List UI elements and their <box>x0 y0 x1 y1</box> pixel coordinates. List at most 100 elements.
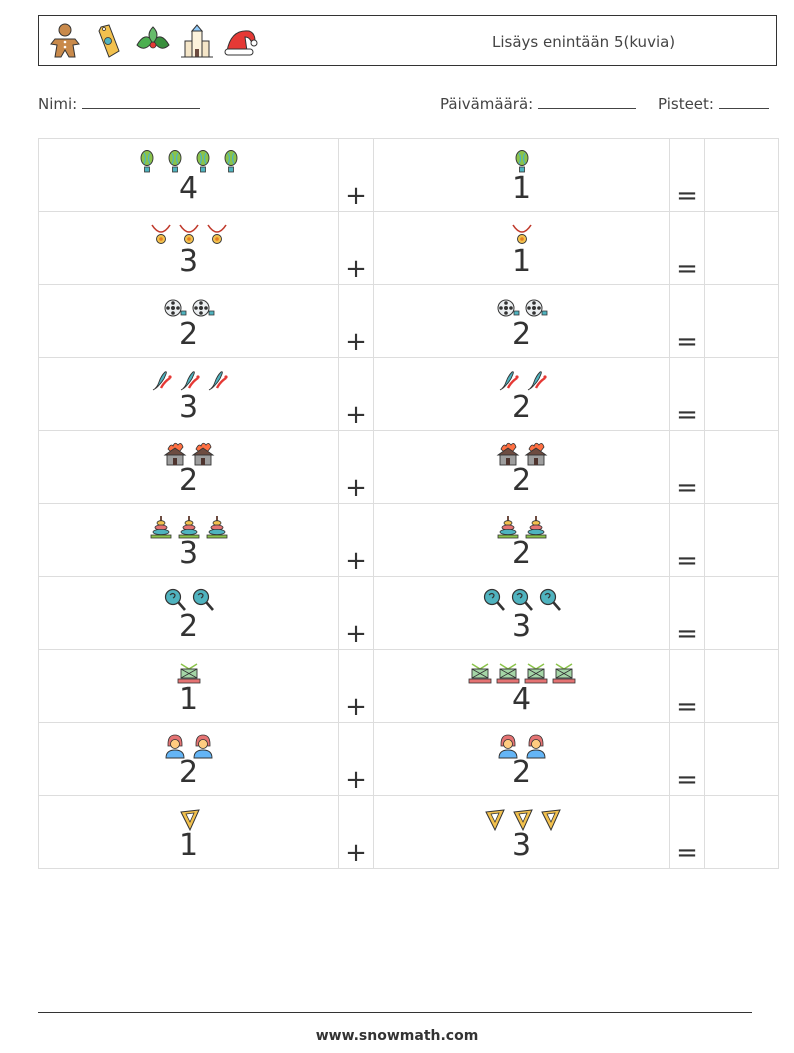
answer-cell[interactable] <box>704 649 779 723</box>
magnifier-icon <box>164 588 186 611</box>
ring-stack-icon <box>178 516 199 539</box>
balloon-icon <box>196 150 209 173</box>
holly-icon <box>136 26 170 49</box>
equals-sign: = <box>676 181 698 211</box>
left-term-cell: 2 <box>38 284 339 358</box>
equals-cell: = <box>669 284 705 358</box>
left-icon-group <box>39 295 338 321</box>
equals-cell: = <box>669 138 705 212</box>
answer-cell[interactable] <box>704 503 779 577</box>
magnifier-icon <box>539 588 561 611</box>
left-term-cell: 2 <box>38 722 339 796</box>
date-blank[interactable] <box>538 94 636 109</box>
name-blank[interactable] <box>82 94 201 109</box>
equals-sign: = <box>676 327 698 357</box>
film-reel-icon <box>192 299 214 317</box>
ring-stack-icon <box>206 516 227 539</box>
equals-sign: = <box>676 473 698 503</box>
answer-cell[interactable] <box>704 284 779 358</box>
score-label: Pisteet: <box>658 95 714 113</box>
date-label: Päivämäärä: <box>440 95 534 113</box>
right-term-cell: 3 <box>373 576 670 650</box>
answer-cell[interactable] <box>704 430 779 504</box>
set-square-icon <box>540 809 561 832</box>
balloon-icon <box>168 150 181 173</box>
plus-sign: + <box>345 838 367 868</box>
right-icon-group <box>374 222 669 248</box>
plus-sign: + <box>345 473 367 503</box>
right-number: 2 <box>511 755 532 790</box>
film-reel-icon <box>525 299 547 317</box>
left-term-cell: 3 <box>38 211 339 285</box>
right-number: 2 <box>511 463 532 498</box>
answer-cell[interactable] <box>704 357 779 431</box>
person-icon <box>193 734 212 759</box>
balloon-icon <box>515 150 528 173</box>
equals-sign: = <box>676 692 698 722</box>
burning-house-icon <box>163 442 186 466</box>
left-term-cell: 1 <box>38 795 339 869</box>
left-number: 2 <box>178 317 199 352</box>
right-term-cell: 2 <box>373 357 670 431</box>
juggling-pin-icon <box>152 371 172 391</box>
magnifier-icon <box>511 588 533 611</box>
left-term-cell: 1 <box>38 649 339 723</box>
answer-cell[interactable] <box>704 211 779 285</box>
equals-cell: = <box>669 430 705 504</box>
answer-cell[interactable] <box>704 576 779 650</box>
plus-cell: + <box>338 211 374 285</box>
footer-divider <box>38 1012 752 1013</box>
plus-cell: + <box>338 357 374 431</box>
juggling-pin-icon <box>527 371 547 391</box>
plus-sign: + <box>345 692 367 722</box>
left-icon-group <box>39 149 338 175</box>
equals-cell: = <box>669 795 705 869</box>
equals-sign: = <box>676 546 698 576</box>
juggling-pin-icon <box>499 371 519 391</box>
right-icon-group <box>374 368 669 394</box>
plus-cell: + <box>338 138 374 212</box>
answer-cell[interactable] <box>704 795 779 869</box>
worksheet-title: Lisäys enintään 5(kuvia) <box>492 33 676 51</box>
equals-cell: = <box>669 576 705 650</box>
set-square-icon <box>484 809 505 832</box>
magnifier-icon <box>483 588 505 611</box>
table-row: 2 +2 = <box>38 722 779 796</box>
right-term-cell: 1 <box>373 211 670 285</box>
plus-sign: + <box>345 254 367 284</box>
pallet-icon <box>177 663 200 684</box>
left-icon-group <box>39 368 338 394</box>
plus-sign: + <box>345 181 367 211</box>
left-term-cell: 4 <box>38 138 339 212</box>
pallet-icon <box>496 663 519 684</box>
pallet-icon <box>552 663 575 684</box>
right-term-cell: 2 <box>373 503 670 577</box>
left-icon-group <box>39 587 338 613</box>
plus-sign: + <box>345 546 367 576</box>
answer-cell[interactable] <box>704 722 779 796</box>
answer-cell[interactable] <box>704 138 779 212</box>
gift-tag-icon <box>98 24 120 58</box>
plus-cell: + <box>338 722 374 796</box>
name-label: Nimi: <box>38 95 78 113</box>
right-number: 4 <box>511 682 532 717</box>
equals-cell: = <box>669 722 705 796</box>
plus-cell: + <box>338 503 374 577</box>
table-row: 3 +2 = <box>38 503 779 577</box>
equals-sign: = <box>676 765 698 795</box>
right-icon-group <box>374 660 669 686</box>
right-icon-group <box>374 149 669 175</box>
plus-sign: + <box>345 327 367 357</box>
ring-stack-icon <box>525 516 546 539</box>
left-icon-group <box>39 660 338 686</box>
footer-url: www.snowmath.com <box>315 1028 479 1044</box>
right-icon-group <box>374 295 669 321</box>
right-number: 1 <box>511 244 532 279</box>
right-term-cell: 4 <box>373 649 670 723</box>
score-blank[interactable] <box>718 94 769 109</box>
right-term-cell: 2 <box>373 430 670 504</box>
right-icon-group <box>374 806 669 832</box>
left-number: 1 <box>178 682 199 717</box>
plus-cell: + <box>338 430 374 504</box>
plus-sign: + <box>345 619 367 649</box>
